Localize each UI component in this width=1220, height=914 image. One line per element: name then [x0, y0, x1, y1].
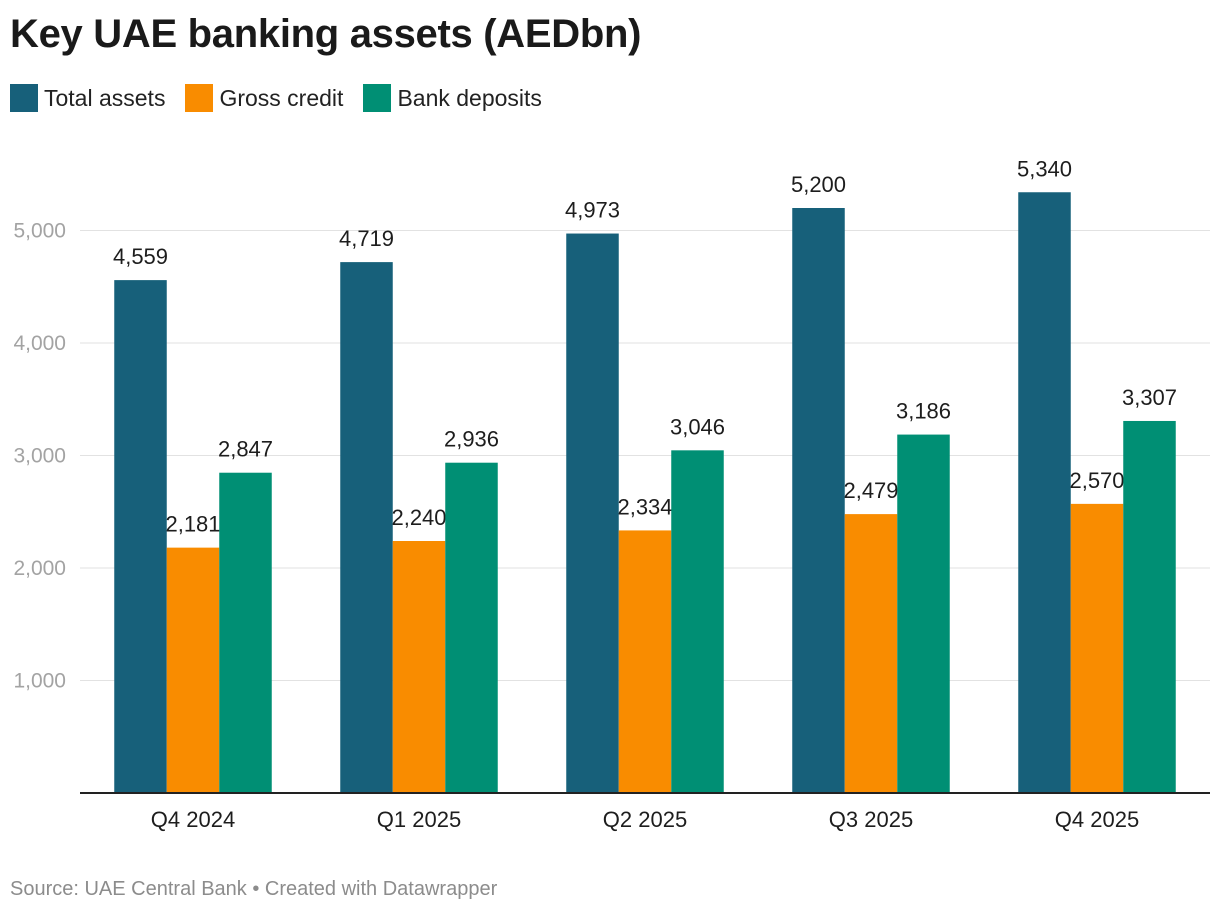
- bar-gross-credit-3: [844, 514, 898, 793]
- bar-bank-deposits-3: [897, 434, 950, 793]
- bar-gross-credit-2: [618, 530, 672, 793]
- bar-total-assets-1: [340, 262, 393, 793]
- bar-total-assets-2: [566, 233, 619, 794]
- legend-swatch-total-assets: [10, 84, 38, 112]
- value-label-gross-credit-1: 2,240: [391, 505, 446, 530]
- value-label-total-assets-3: 5,200: [791, 172, 846, 197]
- bar-bank-deposits-0: [219, 472, 272, 793]
- y-tick-label-2000: 2,000: [13, 557, 66, 580]
- y-tick-label-5000: 5,000: [13, 220, 66, 243]
- x-tick-label-1: Q1 2025: [377, 807, 461, 832]
- x-tick-label-2: Q2 2025: [603, 807, 687, 832]
- legend-label-total-assets: Total assets: [44, 84, 166, 111]
- bar-total-assets-3: [792, 208, 845, 793]
- x-tick-label-4: Q4 2025: [1055, 807, 1139, 832]
- y-tick-label-3000: 3,000: [13, 445, 66, 468]
- value-label-total-assets-1: 4,719: [339, 226, 394, 251]
- value-label-gross-credit-2: 2,334: [617, 494, 672, 519]
- value-label-gross-credit-0: 2,181: [165, 512, 220, 537]
- value-label-bank-deposits-2: 3,046: [670, 414, 725, 439]
- value-label-bank-deposits-4: 3,307: [1122, 385, 1177, 410]
- bar-total-assets-0: [114, 280, 167, 793]
- value-label-gross-credit-3: 2,479: [843, 478, 898, 503]
- legend-item-gross-credit: Gross credit: [185, 84, 343, 112]
- legend-label-gross-credit: Gross credit: [219, 84, 344, 111]
- legend-item-total-assets: Total assets: [10, 84, 165, 112]
- bar-gross-credit-4: [1070, 503, 1124, 793]
- bar-gross-credit-0: [166, 547, 220, 793]
- value-label-bank-deposits-3: 3,186: [896, 399, 951, 424]
- legend: Total assets Gross credit Bank deposits: [10, 84, 542, 112]
- y-tick-label-4000: 4,000: [13, 332, 66, 355]
- chart-title: Key UAE banking assets (AEDbn): [10, 12, 642, 56]
- x-tick-label-3: Q3 2025: [829, 807, 913, 832]
- legend-item-bank-deposits: Bank deposits: [363, 84, 542, 112]
- bar-gross-credit-1: [392, 541, 446, 793]
- bar-bank-deposits-4: [1123, 420, 1176, 793]
- value-label-bank-deposits-0: 2,847: [218, 437, 273, 462]
- bar-total-assets-4: [1018, 192, 1071, 793]
- value-label-total-assets-2: 4,973: [565, 198, 620, 223]
- legend-swatch-bank-deposits: [363, 84, 392, 112]
- y-tick-label-1000: 1,000: [13, 670, 66, 693]
- legend-label-bank-deposits: Bank deposits: [397, 84, 542, 111]
- value-label-gross-credit-4: 2,570: [1069, 468, 1124, 493]
- source-note: Source: UAE Central Bank • Created with …: [10, 878, 498, 900]
- bar-bank-deposits-1: [445, 462, 498, 793]
- value-label-total-assets-4: 5,340: [1017, 156, 1072, 181]
- legend-swatch-gross-credit: [185, 84, 214, 112]
- value-label-bank-deposits-1: 2,936: [444, 427, 499, 452]
- x-tick-label-0: Q4 2024: [151, 807, 235, 832]
- value-label-total-assets-0: 4,559: [113, 244, 168, 269]
- bar-bank-deposits-2: [671, 450, 724, 793]
